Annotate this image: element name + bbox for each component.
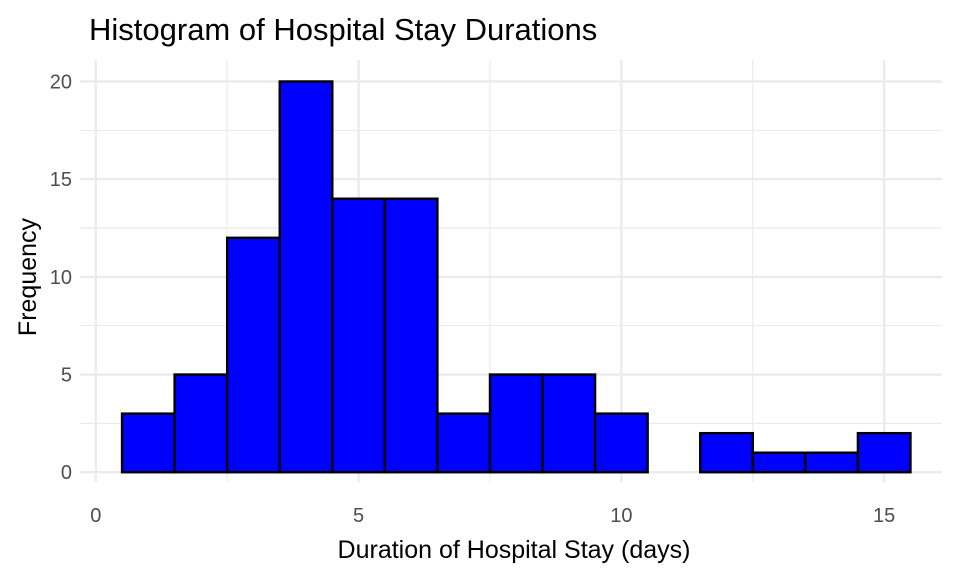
bars-layer: [120, 80, 912, 474]
histogram-bar: [173, 373, 229, 474]
x-tick-label: 10: [610, 505, 632, 527]
histogram-bar: [120, 412, 176, 474]
histogram-bar: [699, 431, 754, 474]
histogram-bar: [488, 373, 544, 474]
histogram-bar: [383, 197, 439, 474]
histogram-bar: [804, 451, 860, 474]
x-axis-label: Duration of Hospital Stay (days): [338, 536, 691, 564]
y-tick-label: 20: [50, 71, 72, 93]
y-tick-label: 5: [61, 365, 72, 387]
histogram-bar: [225, 236, 281, 474]
y-tick-label: 10: [50, 267, 72, 289]
x-tick-label: 5: [353, 505, 364, 527]
histogram-bar: [436, 412, 492, 474]
histogram-bar: [856, 431, 912, 474]
chart-title: Histogram of Hospital Stay Durations: [89, 12, 597, 47]
histogram-bar: [751, 451, 807, 474]
y-tick-label: 15: [50, 169, 72, 191]
histogram-bar: [278, 80, 334, 474]
y-axis-label: Frequency: [14, 217, 42, 336]
tick-labels: 0 5 10 15 20 0 5 10 15: [50, 71, 896, 527]
histogram-bar: [593, 412, 649, 474]
x-tick-label: 0: [90, 505, 101, 527]
histogram-bar: [541, 373, 597, 474]
x-tick-label: 15: [873, 505, 895, 527]
histogram-bar: [331, 197, 387, 474]
y-tick-label: 0: [61, 462, 72, 484]
